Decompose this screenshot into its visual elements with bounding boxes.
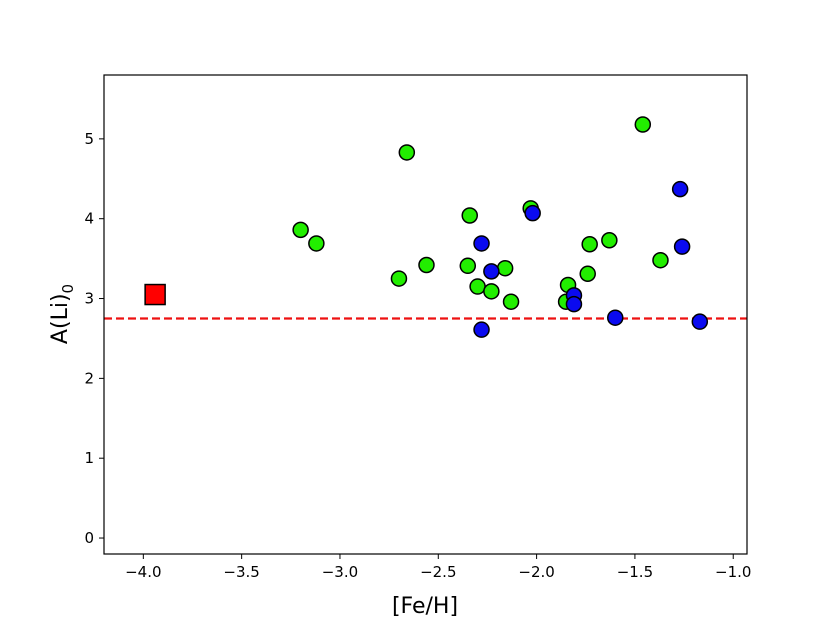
data-point-circle bbox=[581, 235, 598, 253]
data-point-square bbox=[144, 283, 166, 306]
data-point-circle bbox=[418, 256, 435, 274]
data-point-circle bbox=[390, 270, 408, 287]
x-tick-label: −1.0 bbox=[715, 563, 751, 581]
y-tick-label: 4 bbox=[84, 210, 94, 228]
data-point-circle bbox=[634, 116, 652, 133]
data-point-circle bbox=[673, 238, 691, 255]
y-axis-label-main: A(Li) bbox=[48, 293, 73, 344]
data-point-circle bbox=[652, 251, 669, 269]
x-axis-label: [Fe/H] bbox=[392, 594, 458, 619]
x-tick-label: −4.0 bbox=[125, 563, 161, 581]
y-axis-label: A(Li)0 bbox=[48, 284, 77, 344]
data-point-circle bbox=[502, 293, 520, 310]
y-tick-label: 2 bbox=[84, 369, 94, 387]
x-tick-label: −2.0 bbox=[518, 563, 554, 581]
x-tick-label: −1.5 bbox=[617, 563, 653, 581]
data-point-circle bbox=[496, 259, 514, 277]
data-point-circle bbox=[461, 207, 478, 224]
plot-frame bbox=[103, 74, 748, 555]
axis-ticks: −4.0 −3.5 −3.0 −2.5 −2.0 −1.5 −1.0 0 1 2 3 4 5 bbox=[84, 130, 751, 581]
data-point-circle bbox=[398, 144, 416, 161]
x-tick-label: −3.5 bbox=[223, 563, 259, 581]
y-axis-label-subscript: 0 bbox=[59, 284, 77, 294]
data-point-circle bbox=[473, 235, 490, 252]
data-point-circle bbox=[671, 180, 689, 198]
data-point-circle bbox=[524, 204, 541, 222]
data-point-circle bbox=[483, 263, 500, 280]
x-tick-label: −2.5 bbox=[420, 563, 456, 581]
data-point-circle bbox=[601, 232, 618, 249]
data-point-circle bbox=[579, 265, 596, 283]
x-tick-label: −3.0 bbox=[322, 563, 358, 581]
y-tick-label: 3 bbox=[84, 290, 94, 308]
data-point-circle bbox=[292, 221, 309, 239]
data-point-circle bbox=[691, 313, 709, 330]
plot-marks bbox=[104, 116, 747, 338]
y-tick-label: 0 bbox=[84, 529, 94, 547]
y-tick-label: 5 bbox=[84, 130, 94, 148]
data-point-circle bbox=[308, 235, 325, 252]
data-point-circle bbox=[607, 309, 624, 326]
data-point-circle bbox=[565, 295, 583, 313]
y-tick-label: 1 bbox=[84, 449, 94, 467]
data-point-circle bbox=[469, 278, 486, 295]
data-point-circle bbox=[473, 321, 490, 338]
data-point-circle bbox=[459, 257, 477, 275]
data-point-circle bbox=[483, 283, 500, 300]
